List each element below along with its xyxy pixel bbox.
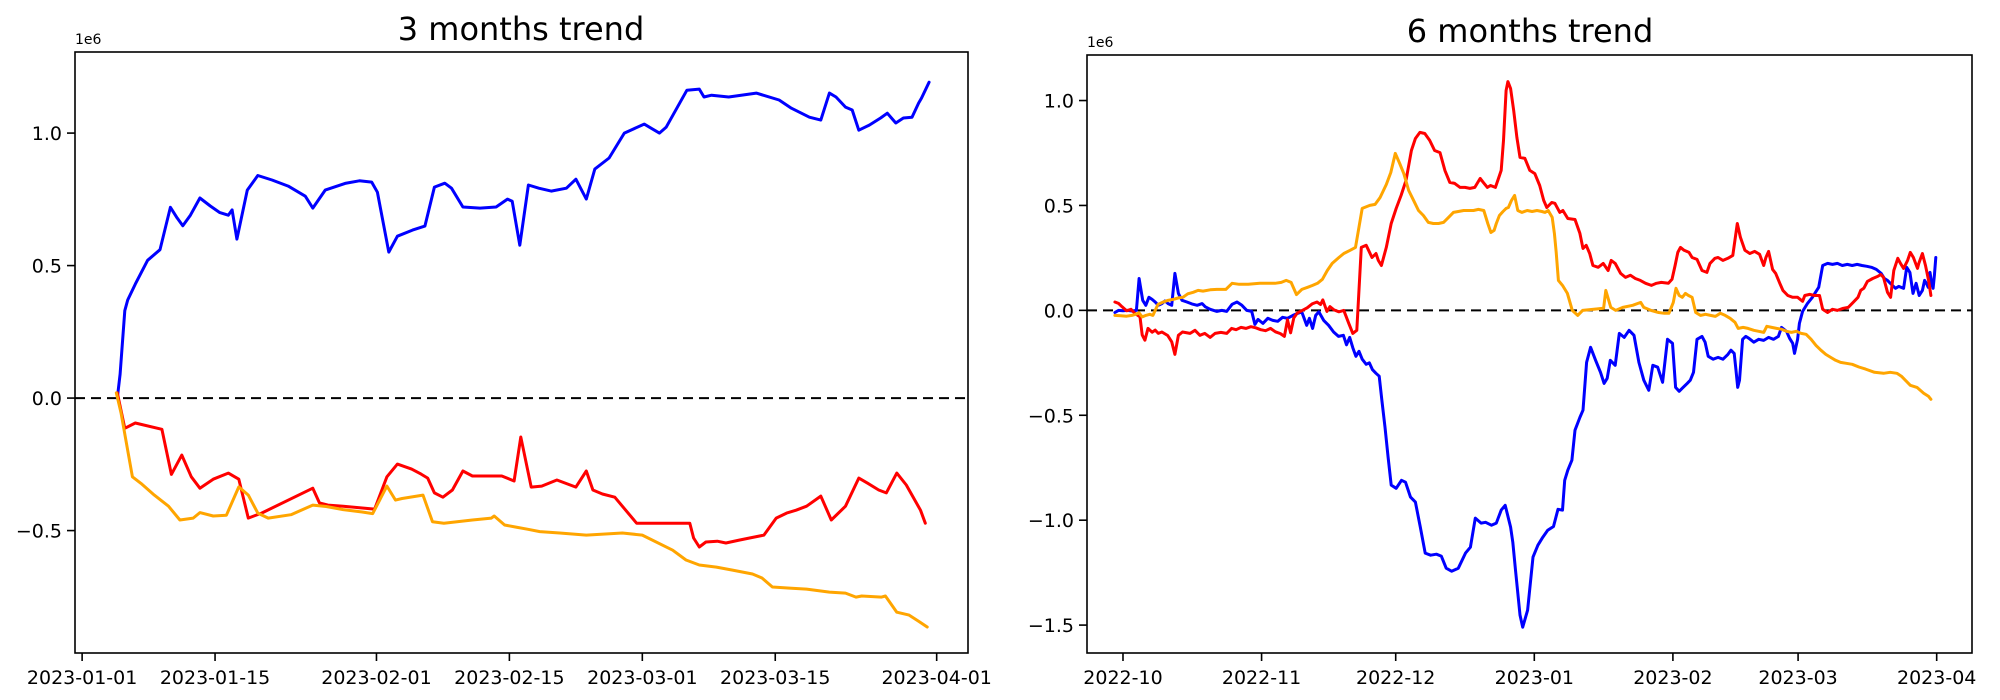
y-tick-label: 0.0 bbox=[32, 388, 62, 410]
chart-6-months-trend: 2022-10 2022-11 2022-12 2023-01 2023-02 2023-… bbox=[1028, 54, 1976, 689]
x-tick-label: 2023-02 bbox=[1633, 667, 1712, 689]
x-tick-label: 2023-02-15 bbox=[454, 667, 564, 689]
series-line-red bbox=[1113, 80, 1933, 356]
series-line-blue bbox=[115, 80, 931, 400]
x-tick-label: 2023-01 bbox=[1495, 667, 1574, 689]
axes-spines bbox=[1086, 54, 1973, 654]
axes-spines bbox=[74, 51, 969, 654]
y-tick-label: −0.5 bbox=[1028, 405, 1074, 427]
x-tick-label: 2023-04-01 bbox=[881, 667, 991, 689]
x-tick-label: 2023-04 bbox=[1897, 667, 1976, 689]
x-tick-label: 2022-12 bbox=[1356, 667, 1435, 689]
y-tick-label: −1.5 bbox=[1028, 615, 1074, 637]
y-tick-label: 1.0 bbox=[1044, 91, 1074, 113]
series-line-red bbox=[115, 391, 927, 549]
series-line-orange bbox=[114, 391, 929, 629]
x-tick-label: 2022-10 bbox=[1083, 667, 1162, 689]
x-tick-label: 2023-01-01 bbox=[27, 667, 137, 689]
y-tick-label: 0.0 bbox=[1044, 300, 1074, 322]
y-tick-label: 1.0 bbox=[32, 123, 62, 145]
series-line-orange bbox=[1113, 151, 1933, 401]
x-tick-label: 2023-03-15 bbox=[720, 667, 830, 689]
x-tick-label: 2023-03-01 bbox=[587, 667, 697, 689]
chart-3-months-trend: 2023-01-01 2023-01-15 2023-02-01 2023-02-15… bbox=[16, 51, 992, 689]
x-tick-label: 2022-11 bbox=[1222, 667, 1301, 689]
y-axis-offset-label: 1e6 bbox=[1087, 35, 1114, 51]
x-tick-label: 2023-03 bbox=[1758, 667, 1837, 689]
y-tick-label: −0.5 bbox=[16, 521, 62, 543]
series-line-blue bbox=[1113, 256, 1938, 629]
x-tick-label: 2023-02-01 bbox=[321, 667, 431, 689]
chart-title-right: 6 months trend bbox=[1407, 12, 1654, 50]
chart-title-left: 3 months trend bbox=[398, 10, 645, 48]
y-tick-label: 0.5 bbox=[32, 256, 62, 278]
y-tick-label: −1.0 bbox=[1028, 510, 1074, 532]
y-axis-offset-label: 1e6 bbox=[75, 32, 102, 48]
x-tick-label: 2023-01-15 bbox=[160, 667, 270, 689]
y-tick-label: 0.5 bbox=[1044, 195, 1074, 217]
